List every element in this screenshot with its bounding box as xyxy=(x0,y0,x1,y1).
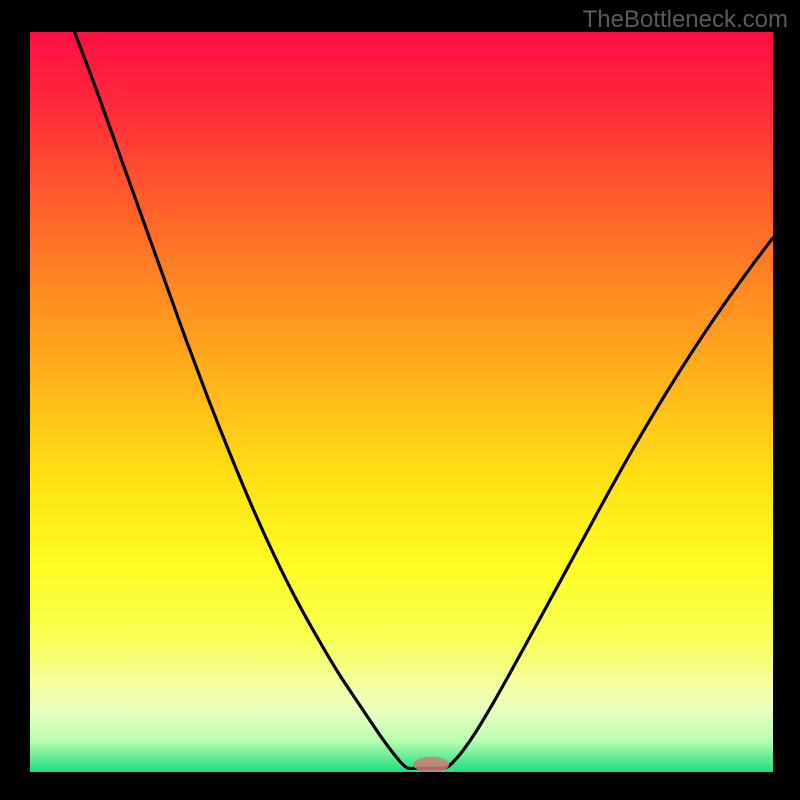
bottleneck-curve-chart xyxy=(30,32,773,772)
chart-frame: TheBottleneck.com xyxy=(0,0,800,800)
plot-area xyxy=(30,32,773,772)
optimum-marker xyxy=(413,757,449,772)
watermark-text: TheBottleneck.com xyxy=(583,6,788,34)
